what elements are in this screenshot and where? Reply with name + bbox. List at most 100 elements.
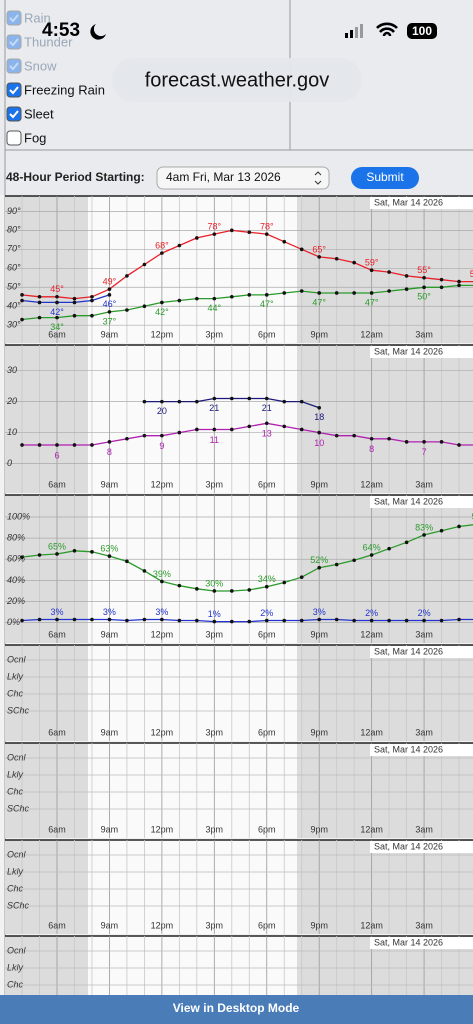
data-label: 2% [365, 608, 378, 618]
data-point [177, 298, 182, 303]
data-point [404, 540, 409, 545]
period-select[interactable] [156, 166, 330, 190]
data-point [369, 618, 374, 623]
data-point [107, 310, 112, 314]
data-point [247, 619, 252, 624]
y-category-label: Lkly [7, 671, 24, 681]
data-point [160, 251, 164, 255]
data-point [282, 618, 287, 623]
data-point [317, 406, 322, 410]
data-point [195, 618, 199, 623]
data-point [457, 443, 461, 447]
data-point [404, 440, 409, 444]
date-label: Sat, Mar 14 2026 [374, 197, 443, 207]
data-point [387, 270, 391, 274]
data-point [317, 430, 322, 435]
checkbox[interactable] [6, 82, 22, 98]
data-point [142, 433, 147, 438]
data-point [369, 268, 374, 272]
y-tick-label: 40° [7, 301, 21, 311]
data-point [299, 247, 304, 252]
bottom-bar[interactable] [0, 995, 473, 1024]
checkbox-label[interactable]: Rain [24, 10, 51, 25]
checkbox[interactable] [6, 58, 22, 74]
checkbox-label[interactable]: Snow [24, 58, 57, 73]
x-tick-label: 12pm [151, 727, 174, 737]
data-label: 3% [313, 607, 326, 617]
url[interactable]: forecast.weather.gov [145, 69, 330, 91]
data-point [317, 565, 322, 570]
y-tick-label: 20 [6, 396, 17, 406]
checkbox[interactable] [6, 130, 22, 146]
submit-label[interactable]: Submit [366, 170, 404, 184]
data-point [72, 548, 77, 553]
checkbox[interactable] [6, 34, 22, 50]
y-category-label: SChc [7, 803, 30, 813]
checkbox-label[interactable]: Sleet [24, 106, 54, 121]
desktop-mode-link[interactable]: View in Desktop Mode [173, 1001, 300, 1015]
data-point [20, 293, 24, 297]
y-tick-label: 60° [7, 263, 21, 273]
data-point [90, 298, 94, 303]
data-point [55, 552, 59, 556]
data-point [230, 396, 234, 401]
y-tick-label: 80% [7, 532, 25, 542]
data-label: 37° [103, 316, 117, 326]
data-point [282, 239, 287, 244]
data-point [230, 427, 234, 432]
data-label: 50° [417, 292, 431, 302]
data-point [439, 277, 444, 282]
data-point [125, 436, 129, 441]
daytime-bg [88, 196, 297, 343]
checkbox-label[interactable]: Fog [24, 130, 46, 145]
url-pill[interactable] [112, 58, 362, 102]
data-point [317, 291, 322, 295]
data-point [247, 396, 252, 401]
checkbox[interactable] [6, 10, 22, 26]
data-point [142, 569, 147, 573]
data-point [264, 232, 269, 236]
data-point [195, 427, 199, 432]
data-point [212, 296, 217, 301]
x-tick-label: 6pm [258, 329, 276, 339]
data-point [230, 619, 234, 624]
data-point [125, 308, 129, 312]
y-tick-label: 30° [7, 320, 21, 330]
y-category-label: Ocnl [7, 849, 27, 859]
checkbox-label[interactable]: Freezing Rain [24, 82, 105, 97]
data-point [387, 618, 391, 623]
data-point [264, 421, 269, 426]
data-label: 55° [417, 265, 431, 275]
x-tick-label: 9am [101, 727, 119, 737]
data-point [107, 293, 112, 297]
data-label: 52% [310, 555, 328, 565]
x-tick-label: 9am [101, 479, 119, 489]
x-tick-label: 12pm [151, 329, 174, 339]
select-value[interactable]: 4am Fri, Mar 13 2026 [166, 170, 281, 184]
data-point [264, 584, 269, 589]
data-point [212, 232, 217, 236]
data-point [107, 287, 112, 291]
data-point [125, 559, 129, 564]
y-tick-label: 50° [7, 282, 21, 292]
data-label: 3% [50, 607, 63, 617]
data-point [439, 440, 444, 444]
checkbox[interactable] [6, 106, 22, 122]
checkbox-label[interactable]: Thunder [24, 34, 73, 49]
data-label: 13 [262, 429, 272, 439]
series-line [21, 294, 110, 304]
submit-button[interactable] [351, 167, 419, 189]
y-category-label: Chc [7, 688, 24, 698]
data-point [282, 424, 287, 429]
data-point [37, 443, 42, 447]
data-point [264, 293, 269, 297]
data-label: 7 [422, 447, 427, 457]
data-point [334, 617, 339, 622]
data-label: 2% [418, 608, 431, 618]
data-point [230, 589, 234, 593]
clock: 4:53 [42, 20, 80, 41]
data-label: 10 [314, 438, 324, 448]
date-bg [370, 744, 473, 756]
x-tick-label: 9pm [310, 727, 328, 737]
